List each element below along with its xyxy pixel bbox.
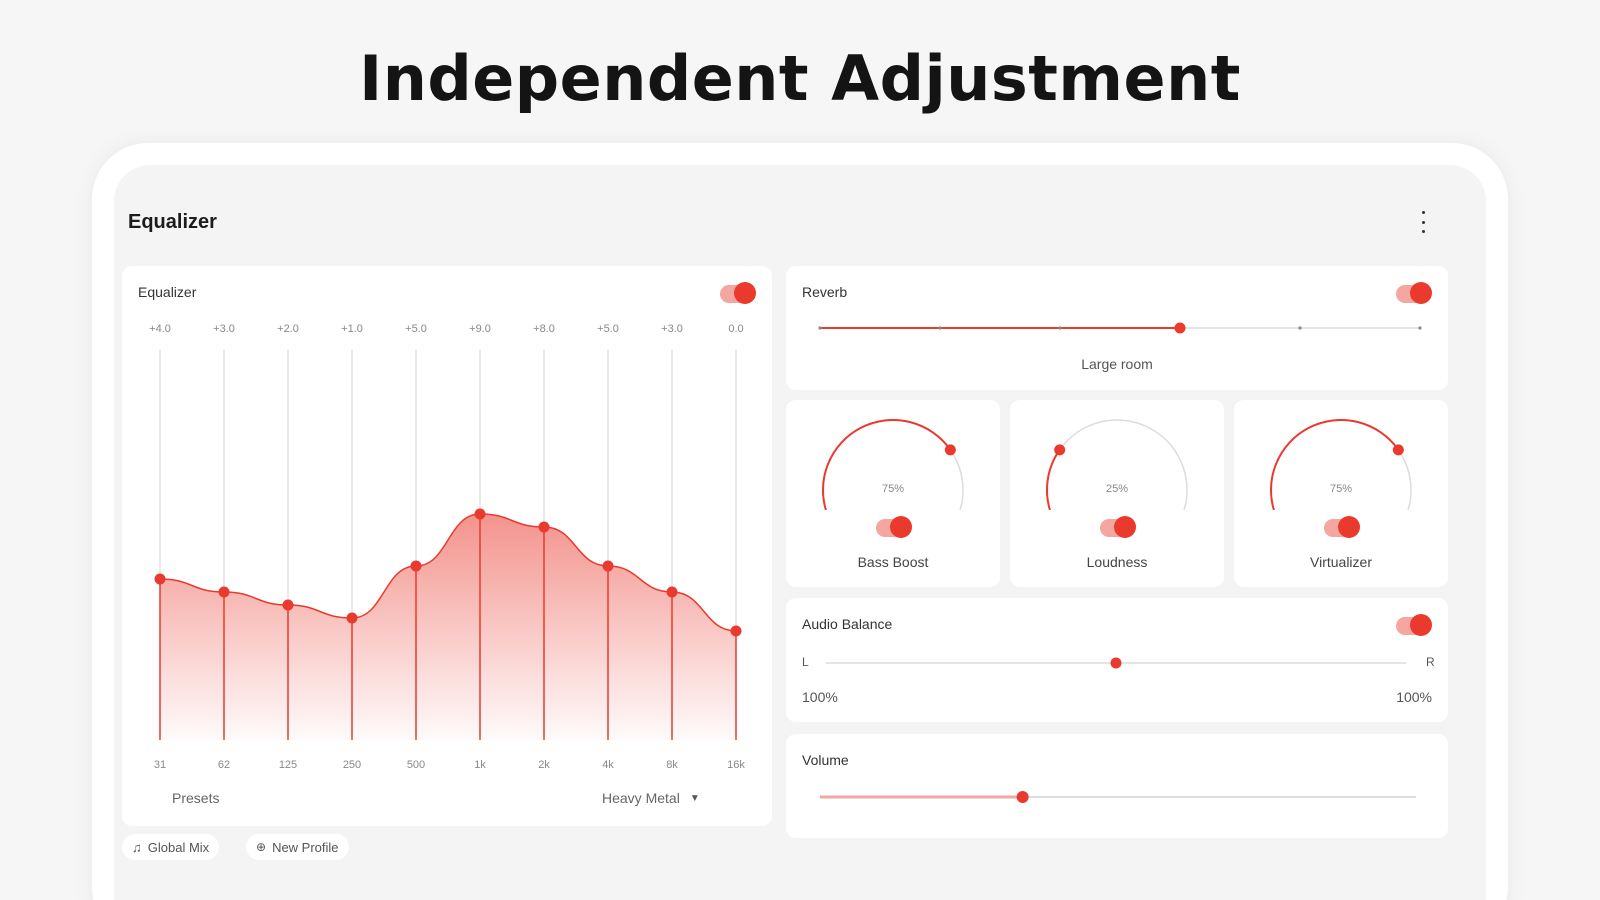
virtualizer-dial[interactable]	[1234, 400, 1448, 510]
eq-gain-label: +3.0	[213, 323, 235, 335]
reverb-step-tick	[1298, 326, 1302, 330]
new-profile-chip[interactable]: ⊕ New Profile	[246, 834, 349, 860]
eq-gain-label: +2.0	[277, 323, 299, 335]
eq-freq-label: 31	[154, 759, 166, 771]
bass-boost-percent: 75%	[881, 483, 905, 495]
eq-freq-label: 125	[279, 759, 297, 771]
eq-band-handle[interactable]	[730, 625, 742, 637]
virtualizer-percent: 75%	[1329, 483, 1353, 495]
loudness-label: Loudness	[1086, 554, 1148, 570]
eq-gain-label: 0.0	[728, 323, 743, 335]
volume-slider[interactable]	[786, 785, 1448, 809]
dial-arc-active	[822, 419, 952, 510]
virtualizer-label: Virtualizer	[1310, 554, 1372, 570]
chevron-down-icon: ▼	[689, 792, 700, 804]
loudness-dial[interactable]	[1010, 400, 1224, 510]
eq-freq-label: 8k	[666, 759, 678, 771]
eq-band-handle[interactable]	[346, 612, 358, 624]
eq-freq-label: 250	[343, 759, 361, 771]
global-mix-chip[interactable]: ♫ Global Mix	[122, 834, 220, 860]
dial-track	[1270, 419, 1412, 510]
balance-handle[interactable]	[1110, 657, 1122, 669]
eq-gain-label: +8.0	[533, 323, 555, 335]
volume-card: Volume	[786, 734, 1448, 838]
bass-boost-toggle[interactable]	[876, 516, 912, 538]
equalizer-toggle[interactable]	[720, 282, 756, 304]
loudness-percent: 25%	[1105, 483, 1129, 495]
eq-band-handle[interactable]	[282, 599, 294, 611]
eq-freq-label: 2k	[538, 759, 550, 771]
app-title: Equalizer	[128, 211, 217, 233]
eq-gain-label: +4.0	[149, 323, 171, 335]
reverb-value-label: Large room	[1081, 356, 1153, 372]
equalizer-graph[interactable]: +4.0 31 +3.0 62 +2.0 125 +1.0 250 +5.0 500 +9.0 1k +…	[122, 306, 772, 806]
preset-value: Heavy Metal	[602, 790, 680, 806]
reverb-step-tick	[818, 326, 822, 330]
dial-handle[interactable]	[1054, 444, 1066, 456]
eq-band-handle[interactable]	[602, 560, 614, 572]
dial-track	[1046, 419, 1188, 510]
balance-left-value: 100%	[802, 689, 838, 705]
eq-gain-label: +1.0	[341, 323, 363, 335]
virtualizer-toggle[interactable]	[1324, 516, 1360, 538]
global-mix-label: Global Mix	[147, 839, 210, 855]
eq-freq-label: 16k	[727, 759, 745, 771]
loudness-card: 25% Loudness	[1010, 400, 1224, 587]
eq-gain-label: +9.0	[469, 323, 491, 335]
balance-right-label: R	[1426, 655, 1435, 669]
eq-freq-label: 1k	[474, 759, 486, 771]
reverb-step-tick	[1058, 326, 1062, 330]
eq-gain-label: +5.0	[597, 323, 619, 335]
loudness-toggle[interactable]	[1100, 516, 1136, 538]
reverb-step-tick	[1418, 326, 1422, 330]
audio-balance-toggle[interactable]	[1396, 614, 1432, 636]
reverb-slider[interactable]	[786, 313, 1448, 343]
eq-curve-fill	[160, 514, 736, 740]
app-screen: Equalizer Equalizer +4.0 31 +3.0 62 +2.0 125 +…	[114, 165, 1486, 900]
virtualizer-card: 75% Virtualizer	[1234, 400, 1448, 587]
balance-right-value: 100%	[1396, 689, 1432, 705]
kebab-menu-icon[interactable]	[1416, 211, 1430, 233]
equalizer-card-title: Equalizer	[138, 284, 197, 300]
page-headline: Independent Adjustment	[359, 42, 1241, 115]
balance-slider[interactable]	[786, 653, 1448, 673]
eq-band-handle[interactable]	[218, 586, 230, 598]
presets-label: Presets	[172, 790, 220, 806]
dial-track	[822, 419, 964, 510]
eq-band-handle[interactable]	[410, 560, 422, 572]
eq-freq-label: 500	[407, 759, 425, 771]
eq-band-handle[interactable]	[154, 573, 166, 585]
add-circle-icon: ⊕	[256, 840, 267, 854]
volume-handle[interactable]	[1016, 791, 1029, 803]
reverb-step-tick	[938, 326, 942, 330]
dial-arc-active	[1270, 419, 1400, 510]
new-profile-label: New Profile	[272, 839, 339, 855]
dial-handle[interactable]	[944, 444, 956, 456]
eq-freq-label: 4k	[602, 759, 614, 771]
volume-title: Volume	[802, 752, 849, 768]
dial-handle[interactable]	[1392, 444, 1404, 456]
balance-left-label: L	[802, 655, 809, 669]
eq-freq-label: 62	[218, 759, 230, 771]
audio-balance-card: Audio Balance L R 100% 100%	[786, 598, 1448, 722]
reverb-title: Reverb	[802, 284, 848, 300]
bass-boost-dial[interactable]	[786, 400, 1000, 510]
eq-gain-label: +3.0	[661, 323, 683, 335]
eq-band-handle[interactable]	[538, 521, 550, 533]
music-note-icon: ♫	[132, 839, 142, 855]
reverb-handle[interactable]	[1174, 322, 1186, 334]
eq-curve-line	[159, 513, 737, 632]
reverb-card: Reverb Large room	[786, 266, 1448, 390]
audio-balance-title: Audio Balance	[802, 616, 893, 632]
eq-gain-label: +5.0	[405, 323, 427, 335]
eq-band-handle[interactable]	[666, 586, 678, 598]
reverb-toggle[interactable]	[1396, 282, 1432, 304]
preset-dropdown[interactable]: Heavy Metal ▼	[602, 790, 700, 806]
bass-boost-label: Bass Boost	[857, 554, 929, 570]
tablet-frame: Equalizer Equalizer +4.0 31 +3.0 62 +2.0 125 +…	[92, 143, 1508, 900]
eq-band-handle[interactable]	[474, 508, 486, 520]
bass-boost-card: 75% Bass Boost	[786, 400, 1000, 587]
dial-arc-active	[1046, 449, 1061, 510]
equalizer-card: Equalizer +4.0 31 +3.0 62 +2.0 125 +1.0 250 +5.0…	[122, 266, 772, 826]
